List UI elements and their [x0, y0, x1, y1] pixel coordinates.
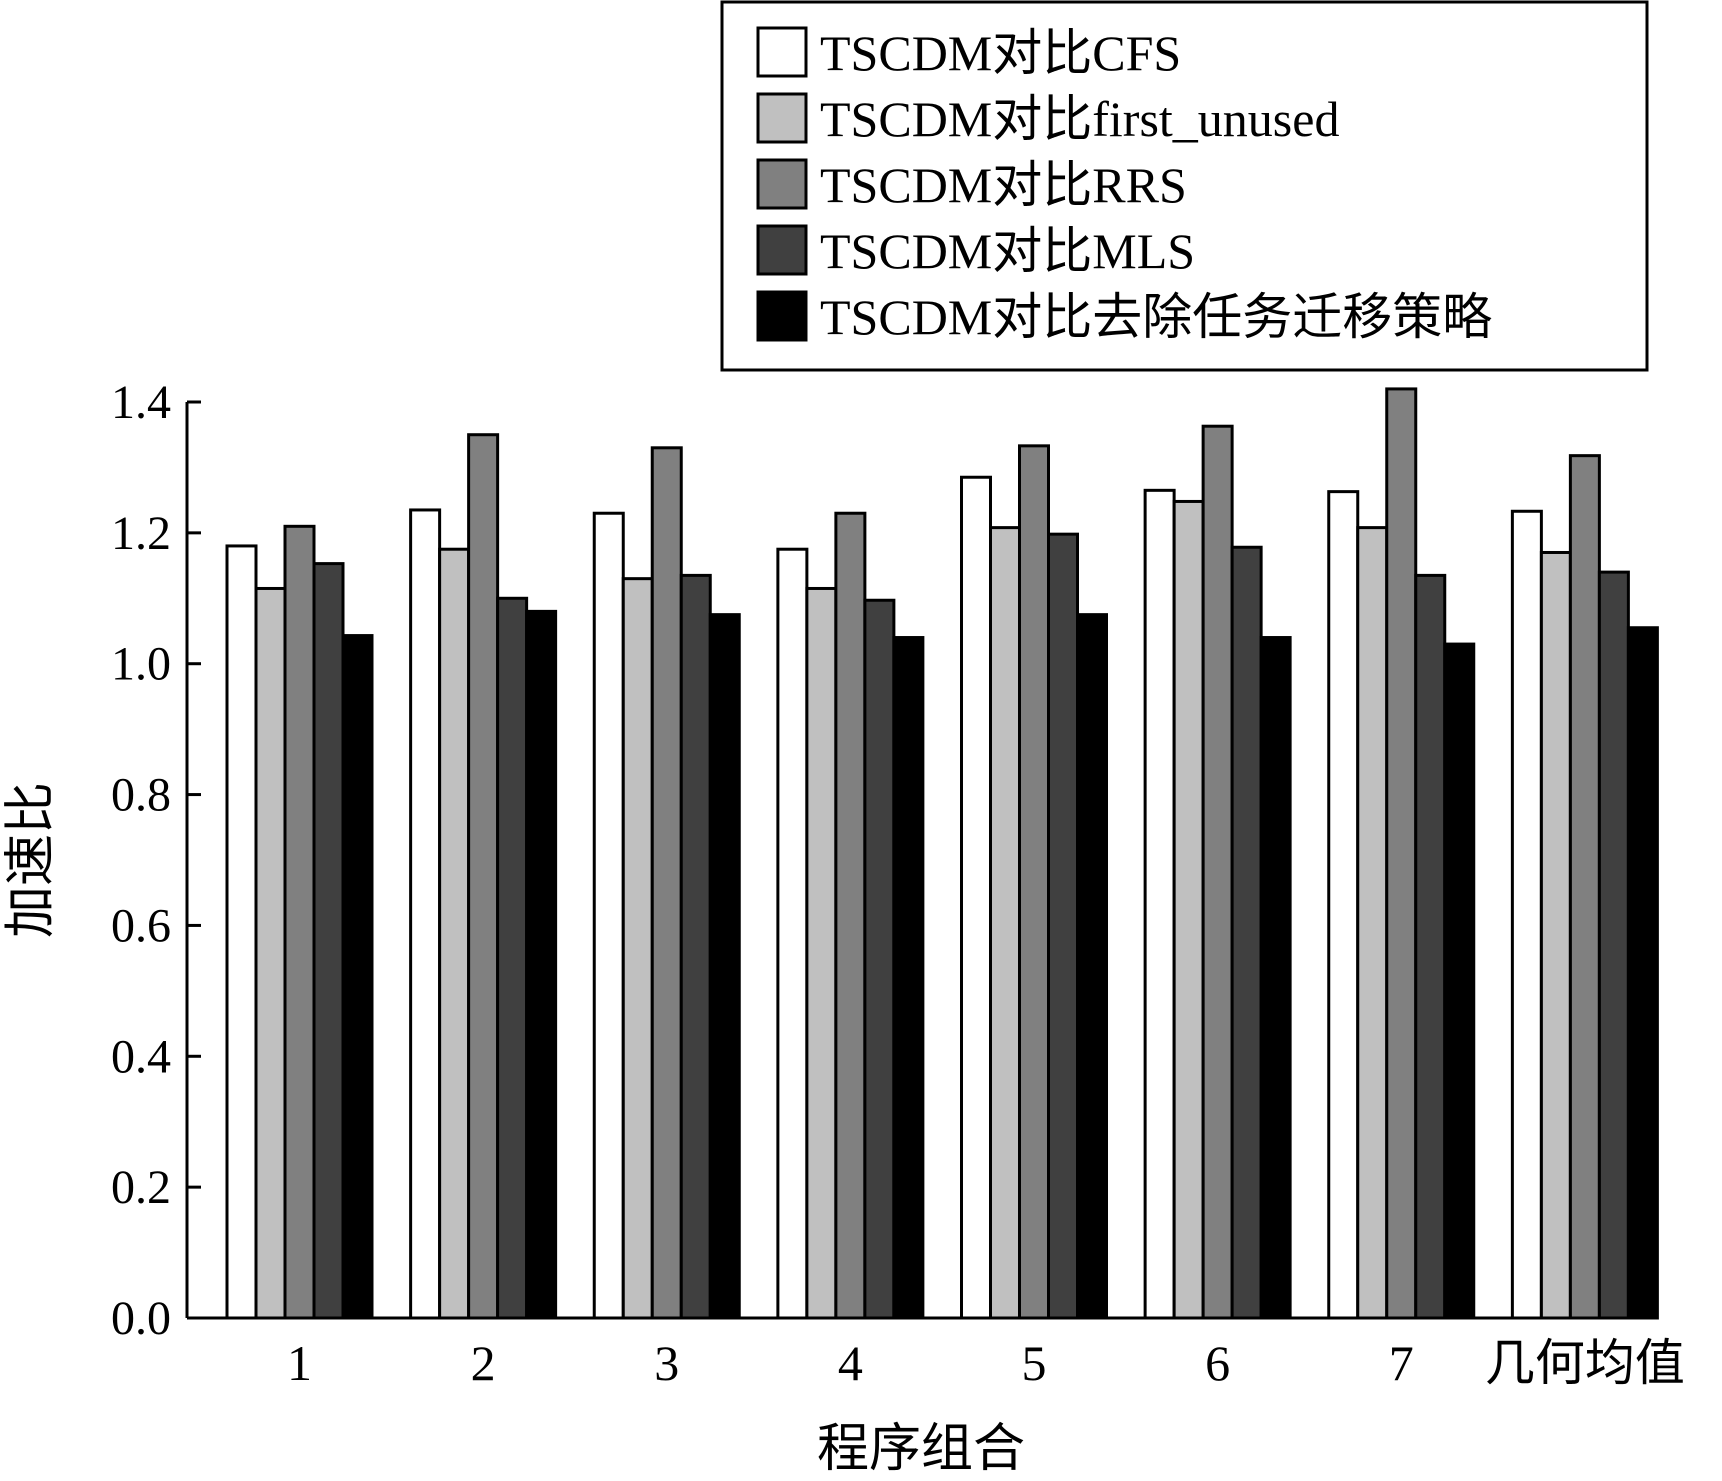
y-ticks: 0.0 0.2 0.4 0.6 0.8 1.0 1.2 1.4	[111, 376, 201, 1345]
legend-label: TSCDM对比MLS	[820, 223, 1195, 279]
legend: TSCDM对比CFS TSCDM对比first_unused TSCDM对比RRS T…	[720, 0, 1649, 372]
bar-5-2	[525, 609, 558, 1320]
x-tick-label: 1	[287, 1335, 312, 1391]
x-axis-title: 程序组合	[817, 1421, 1025, 1478]
y-tick-label: 1.2	[111, 507, 171, 560]
bar-1-4	[776, 547, 809, 1320]
bar-4-4	[863, 598, 896, 1320]
y-tick-label: 0.4	[111, 1030, 171, 1083]
bar-3-1	[283, 524, 316, 1320]
bar-2-4	[805, 586, 838, 1320]
bar-3-7	[1385, 387, 1418, 1320]
bar-1-6	[1143, 488, 1176, 1320]
bar-1-3	[592, 511, 625, 1320]
y-tick-label: 0.2	[111, 1161, 171, 1214]
bar-4-8	[1597, 570, 1630, 1320]
legend-label: TSCDM对比first_unused	[820, 91, 1339, 147]
y-tick-label: 0.6	[111, 899, 171, 952]
bar-5-6	[1259, 636, 1292, 1320]
bar-4-2	[496, 596, 529, 1320]
y-tick-label: 0.0	[111, 1292, 171, 1345]
bar-5-8	[1626, 626, 1659, 1320]
bar-4-1	[312, 562, 345, 1320]
bar-4-7	[1414, 573, 1447, 1320]
bar-5-4	[892, 636, 925, 1320]
bar-3-8	[1568, 454, 1601, 1320]
legend-swatch	[756, 26, 808, 78]
legend-swatch	[756, 290, 808, 342]
x-tick-label: 2	[471, 1335, 496, 1391]
y-tick-label: 1.0	[111, 638, 171, 691]
bar-4-5	[1047, 532, 1079, 1320]
bar-5-1	[341, 634, 374, 1320]
y-tick-label: 0.8	[111, 769, 171, 822]
legend-swatch	[756, 224, 808, 276]
axes	[185, 402, 1656, 1320]
bar-1-8	[1510, 509, 1543, 1320]
bar-3-5	[1018, 444, 1050, 1320]
legend-swatch	[756, 92, 808, 144]
bar-2-5	[989, 526, 1021, 1320]
bar-1-1	[225, 544, 258, 1320]
y-axis-title: 加速比	[3, 782, 60, 938]
bar-4-6	[1230, 545, 1263, 1320]
x-tick-label: 3	[654, 1335, 679, 1391]
bar-3-2	[467, 433, 500, 1320]
bar-2-6	[1172, 499, 1205, 1320]
bar-5-3	[708, 613, 741, 1320]
bar-1-7	[1327, 490, 1360, 1320]
bar-1-5	[960, 475, 992, 1320]
bar-3-6	[1201, 424, 1234, 1320]
bar-2-1	[254, 586, 287, 1320]
y-tick-label: 1.4	[111, 376, 171, 429]
x-tick-label: 7	[1389, 1335, 1414, 1391]
bar-1-2	[409, 508, 442, 1320]
bar-2-8	[1539, 550, 1572, 1320]
bar-3-4	[834, 511, 867, 1320]
bar-4-3	[679, 573, 712, 1320]
bar-3-3	[650, 446, 683, 1320]
x-tick-label: 几何均值	[1485, 1335, 1685, 1391]
legend-label: TSCDM对比RRS	[820, 157, 1187, 213]
bar-2-2	[438, 547, 471, 1320]
bar-group	[225, 387, 1659, 1320]
bar-5-5	[1076, 613, 1108, 1320]
legend-label: TSCDM对比CFS	[820, 25, 1181, 81]
x-tick-label: 5	[1022, 1335, 1047, 1391]
bar-2-3	[621, 577, 654, 1320]
x-tick-labels: 1 2 3 4 5 6 7 几何均值	[287, 1335, 1685, 1391]
legend-frame	[720, 0, 1649, 372]
legend-swatch	[756, 158, 808, 210]
x-tick-label: 4	[838, 1335, 863, 1391]
bar-2-7	[1356, 526, 1389, 1320]
bar-5-7	[1443, 642, 1476, 1320]
x-tick-label: 6	[1205, 1335, 1230, 1391]
legend-label: TSCDM对比去除任务迁移策略	[820, 289, 1492, 345]
